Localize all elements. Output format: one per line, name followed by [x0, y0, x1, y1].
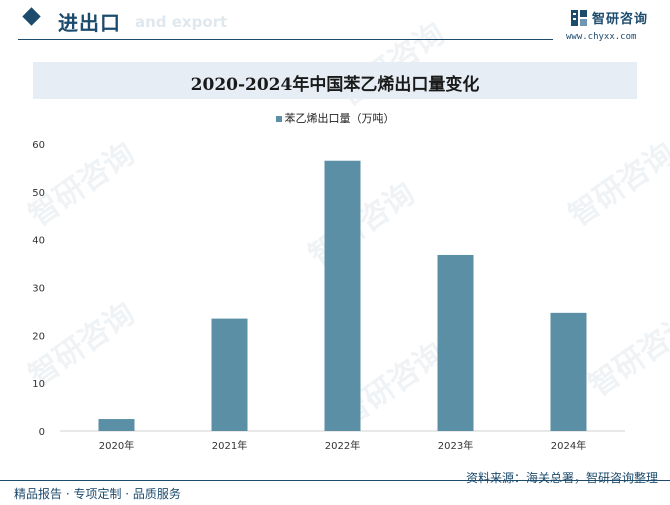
- x-tick-label: 2024年: [551, 439, 586, 452]
- bar: [211, 318, 248, 431]
- x-tick-label: 2023年: [438, 439, 473, 452]
- y-tick-label: 20: [32, 331, 45, 342]
- y-tick-label: 60: [32, 140, 45, 151]
- y-tick-label: 30: [32, 284, 45, 295]
- x-tick-label: 2020年: [99, 439, 134, 452]
- bar: [98, 419, 135, 431]
- chart-title-band: 2020-2024年中国苯乙烯出口量变化: [33, 62, 637, 99]
- x-tick-label: 2021年: [212, 439, 247, 452]
- bar: [550, 312, 587, 431]
- brand-logo-icon: [571, 9, 587, 26]
- header: 进出口 and export 智研咨询 www.chyxx.com: [0, 0, 670, 44]
- bar: [324, 160, 361, 431]
- y-tick-label: 0: [39, 427, 45, 438]
- y-tick-label: 50: [32, 188, 45, 199]
- x-tick-label: 2022年: [325, 439, 360, 452]
- header-divider: [18, 39, 553, 40]
- chart-title: 2020-2024年中国苯乙烯出口量变化: [190, 75, 480, 95]
- legend: 苯乙烯出口量（万吨）: [0, 110, 670, 126]
- legend-label: 苯乙烯出口量（万吨）: [284, 112, 395, 125]
- section-subtitle: and export: [135, 13, 228, 31]
- footer-tagline: 精品报告 · 专项定制 · 品质服务: [14, 487, 181, 501]
- legend-swatch: [275, 116, 282, 122]
- y-tick-label: 10: [32, 379, 45, 390]
- section-title: 进出口: [58, 11, 121, 35]
- brand-url: www.chyxx.com: [566, 32, 637, 42]
- brand-name: 智研咨询: [592, 12, 649, 27]
- bar: [437, 254, 474, 431]
- brand: 智研咨询: [570, 8, 648, 27]
- y-tick-label: 40: [32, 236, 45, 247]
- footer-divider: [0, 480, 670, 481]
- source-note: 资料来源：海关总署，智研咨询整理: [465, 471, 658, 485]
